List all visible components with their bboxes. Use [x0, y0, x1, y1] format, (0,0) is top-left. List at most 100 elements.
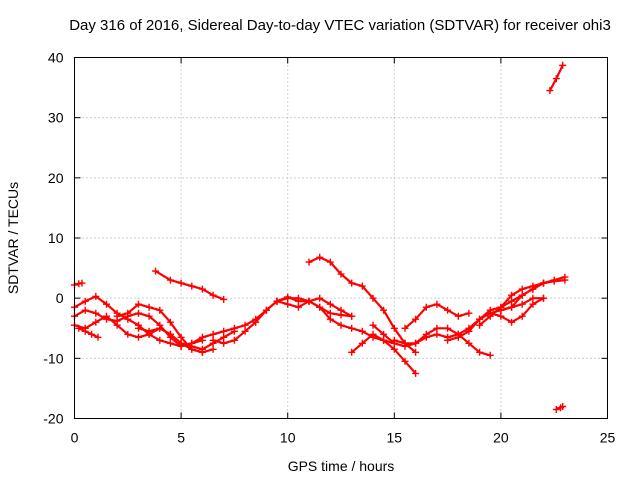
y-tick-label: -20 — [43, 411, 63, 427]
data-point — [337, 270, 345, 278]
data-point — [188, 339, 196, 347]
data-point — [81, 327, 89, 335]
data-point — [220, 327, 228, 335]
data-point — [103, 300, 110, 308]
data-point — [220, 339, 228, 347]
data-point — [550, 276, 558, 284]
data-point — [412, 369, 420, 377]
data-point — [508, 297, 516, 305]
data-point — [444, 324, 452, 332]
data-point — [166, 330, 174, 338]
data-point — [75, 324, 83, 332]
data-point — [561, 273, 569, 281]
data-point — [358, 339, 366, 347]
y-tick-label: 40 — [48, 50, 64, 66]
data-point — [198, 285, 206, 293]
y-tick-label: -10 — [43, 350, 63, 366]
data-point — [156, 324, 164, 332]
data-point — [177, 279, 185, 287]
chart-title: Day 316 of 2016, Sidereal Day-to-day VTE… — [69, 17, 611, 34]
series-arc-21 — [546, 61, 567, 95]
data-point — [337, 321, 345, 329]
data-point — [518, 285, 526, 293]
data-point — [316, 303, 324, 311]
data-point — [401, 339, 409, 347]
data-point — [209, 345, 217, 353]
axis-ticks: 0 5 10 15 20 25 -20 -10 0 10 20 30 40 — [43, 50, 615, 446]
data-point — [209, 336, 217, 344]
data-point — [433, 300, 441, 308]
x-tick-label: 5 — [177, 430, 185, 446]
data-point — [444, 306, 452, 314]
data-point — [124, 330, 132, 338]
data-point — [166, 339, 174, 347]
y-tick-label: 30 — [48, 110, 64, 126]
data-point — [552, 75, 560, 83]
x-axis-title: GPS time / hours — [288, 458, 395, 474]
x-tick-label: 10 — [280, 430, 296, 446]
data-point — [369, 321, 377, 329]
data-point — [476, 321, 484, 329]
data-point — [540, 294, 547, 302]
data-point — [529, 285, 537, 293]
data-point — [454, 312, 462, 320]
data-point — [145, 327, 153, 335]
data-point — [412, 315, 420, 323]
series-arc-22 — [552, 403, 567, 413]
data-point — [326, 258, 334, 266]
data-point — [92, 292, 100, 300]
data-point — [348, 312, 356, 320]
data-point — [380, 306, 388, 314]
data-point — [92, 309, 100, 317]
data-point — [81, 306, 89, 314]
x-tick-label: 20 — [493, 430, 509, 446]
data-point — [284, 293, 292, 301]
data-point — [78, 279, 86, 287]
y-axis-title: SDTVAR / TECUs — [5, 182, 21, 294]
series-line — [137, 327, 236, 351]
data-point — [326, 315, 334, 323]
series-arc-12 — [305, 253, 420, 356]
data-point — [433, 324, 441, 332]
data-point — [326, 309, 334, 317]
data-point — [294, 303, 302, 311]
data-point — [152, 267, 159, 275]
data-point — [262, 306, 270, 314]
data-point — [433, 330, 441, 338]
data-point — [358, 327, 366, 335]
data-point — [390, 336, 398, 344]
data-point — [88, 330, 96, 338]
data-point — [294, 297, 302, 305]
data-point — [348, 279, 356, 287]
data-point — [177, 333, 185, 341]
data-point — [198, 345, 206, 353]
data-point — [559, 403, 567, 410]
data-point — [326, 300, 334, 308]
data-point — [358, 282, 366, 290]
data-point — [103, 312, 110, 320]
data-point — [305, 258, 313, 266]
data-point — [559, 61, 567, 69]
data-point — [145, 303, 153, 311]
data-point — [465, 339, 473, 347]
data-point — [380, 336, 388, 344]
data-point — [113, 312, 121, 320]
y-tick-label: 20 — [48, 170, 64, 186]
data-point — [156, 306, 164, 314]
data-point — [380, 330, 388, 338]
data-point — [540, 279, 547, 287]
data-point — [497, 306, 505, 314]
data-point — [552, 406, 560, 413]
data-point — [284, 300, 292, 308]
series-arc-08 — [152, 267, 228, 303]
data-point — [348, 324, 356, 332]
data-point — [241, 321, 249, 329]
y-tick-label: 10 — [48, 230, 64, 246]
data-point — [94, 333, 102, 341]
data-point — [412, 348, 420, 356]
data-point — [518, 291, 526, 299]
series-arc-16 — [401, 300, 473, 332]
data-point — [316, 294, 324, 302]
